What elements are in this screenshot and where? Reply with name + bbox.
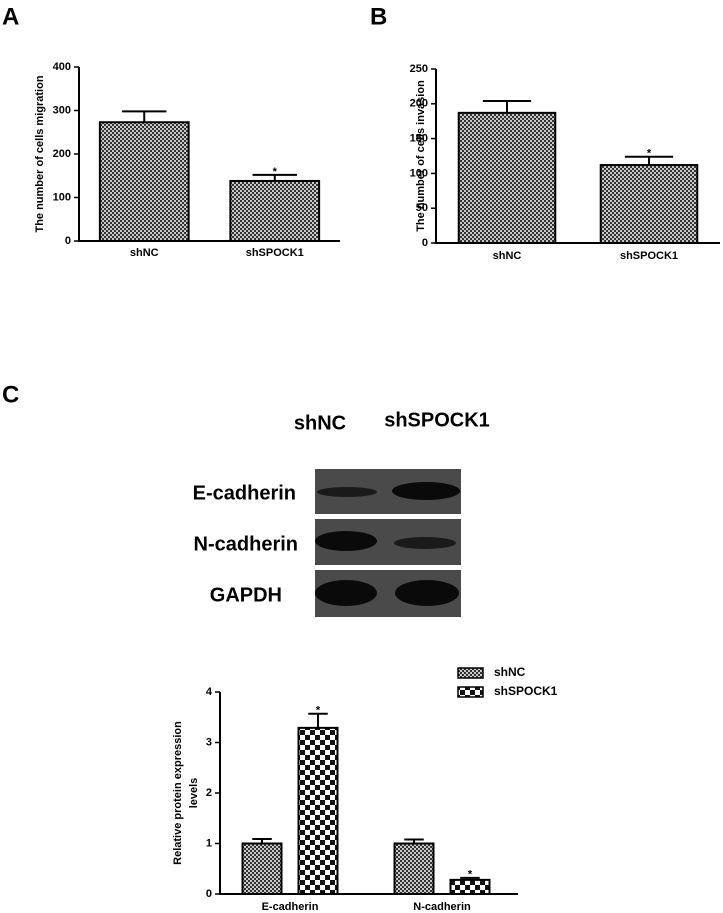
- lane-label: shSPOCK1: [384, 409, 490, 431]
- error-bar: [404, 838, 424, 844]
- y-tick-label: 3: [206, 736, 212, 748]
- legend-swatch: [457, 686, 484, 698]
- y-tick-label: 0: [422, 237, 428, 249]
- x-tick-label: N-cadherin: [413, 901, 471, 913]
- band: [317, 487, 377, 497]
- error-bar: [252, 837, 272, 844]
- error-bar: [122, 110, 167, 123]
- y-axis-label: The number of cells invasion: [415, 80, 427, 232]
- bar: [229, 179, 321, 242]
- y-tick-label: 400: [53, 61, 71, 73]
- band: [315, 580, 377, 606]
- x-tick-label: shNC: [130, 247, 159, 259]
- significance-mark: *: [316, 705, 321, 717]
- y-tick-label: 0: [206, 888, 212, 900]
- legend-label: shNC: [494, 665, 526, 679]
- bar: [393, 842, 435, 895]
- y-axis-label: Relative protein expression levels: [172, 721, 200, 865]
- error-bar: [624, 155, 674, 166]
- error-bar: [482, 100, 532, 113]
- error-bar: [252, 173, 297, 181]
- y-tick-label: 100: [53, 191, 71, 203]
- panel-label: C: [2, 381, 19, 408]
- lane-label: shNC: [294, 412, 346, 434]
- legend-swatch: [457, 667, 484, 679]
- row-label: E-cadherin: [193, 482, 296, 504]
- panel-label: A: [2, 3, 19, 30]
- bar: [241, 842, 283, 895]
- error-bar: [308, 712, 328, 728]
- y-tick-label: 250: [410, 63, 428, 75]
- error-bar: [460, 876, 480, 880]
- x-tick-label: shSPOCK1: [620, 250, 678, 262]
- bar: [599, 164, 699, 245]
- significance-mark: *: [468, 869, 473, 881]
- y-tick-label: 200: [410, 98, 428, 110]
- significance-mark: *: [647, 148, 652, 160]
- row-label: GAPDH: [210, 584, 282, 606]
- y-tick-label: 2: [206, 787, 212, 799]
- bar: [457, 111, 557, 244]
- y-tick-label: 1: [206, 837, 212, 849]
- bar: [98, 121, 190, 242]
- bar: [297, 726, 339, 895]
- y-tick-label: 200: [53, 148, 71, 160]
- band: [315, 531, 377, 551]
- significance-mark: *: [273, 166, 278, 178]
- y-tick-label: 0: [65, 235, 71, 247]
- y-tick-label: 300: [53, 104, 71, 116]
- y-tick-label: 100: [410, 167, 428, 179]
- row-label: N-cadherin: [194, 533, 298, 555]
- x-tick-label: shSPOCK1: [246, 247, 304, 259]
- x-tick-label: shNC: [493, 250, 522, 262]
- bar: [449, 878, 491, 895]
- band: [392, 482, 460, 500]
- band: [394, 537, 456, 549]
- y-tick-label: 4: [206, 686, 213, 698]
- y-axis-label: The number of cells migration: [34, 75, 46, 232]
- western-blot: shNC shSPOCK1 E-cadherin N-cadherin GAPD…: [193, 409, 490, 617]
- legend-label: shSPOCK1: [494, 684, 558, 698]
- y-tick-label: 150: [410, 133, 428, 145]
- y-tick-label: 50: [416, 202, 428, 214]
- x-tick-label: E-cadherin: [262, 901, 319, 913]
- band: [395, 580, 459, 606]
- panel-label: B: [370, 3, 387, 30]
